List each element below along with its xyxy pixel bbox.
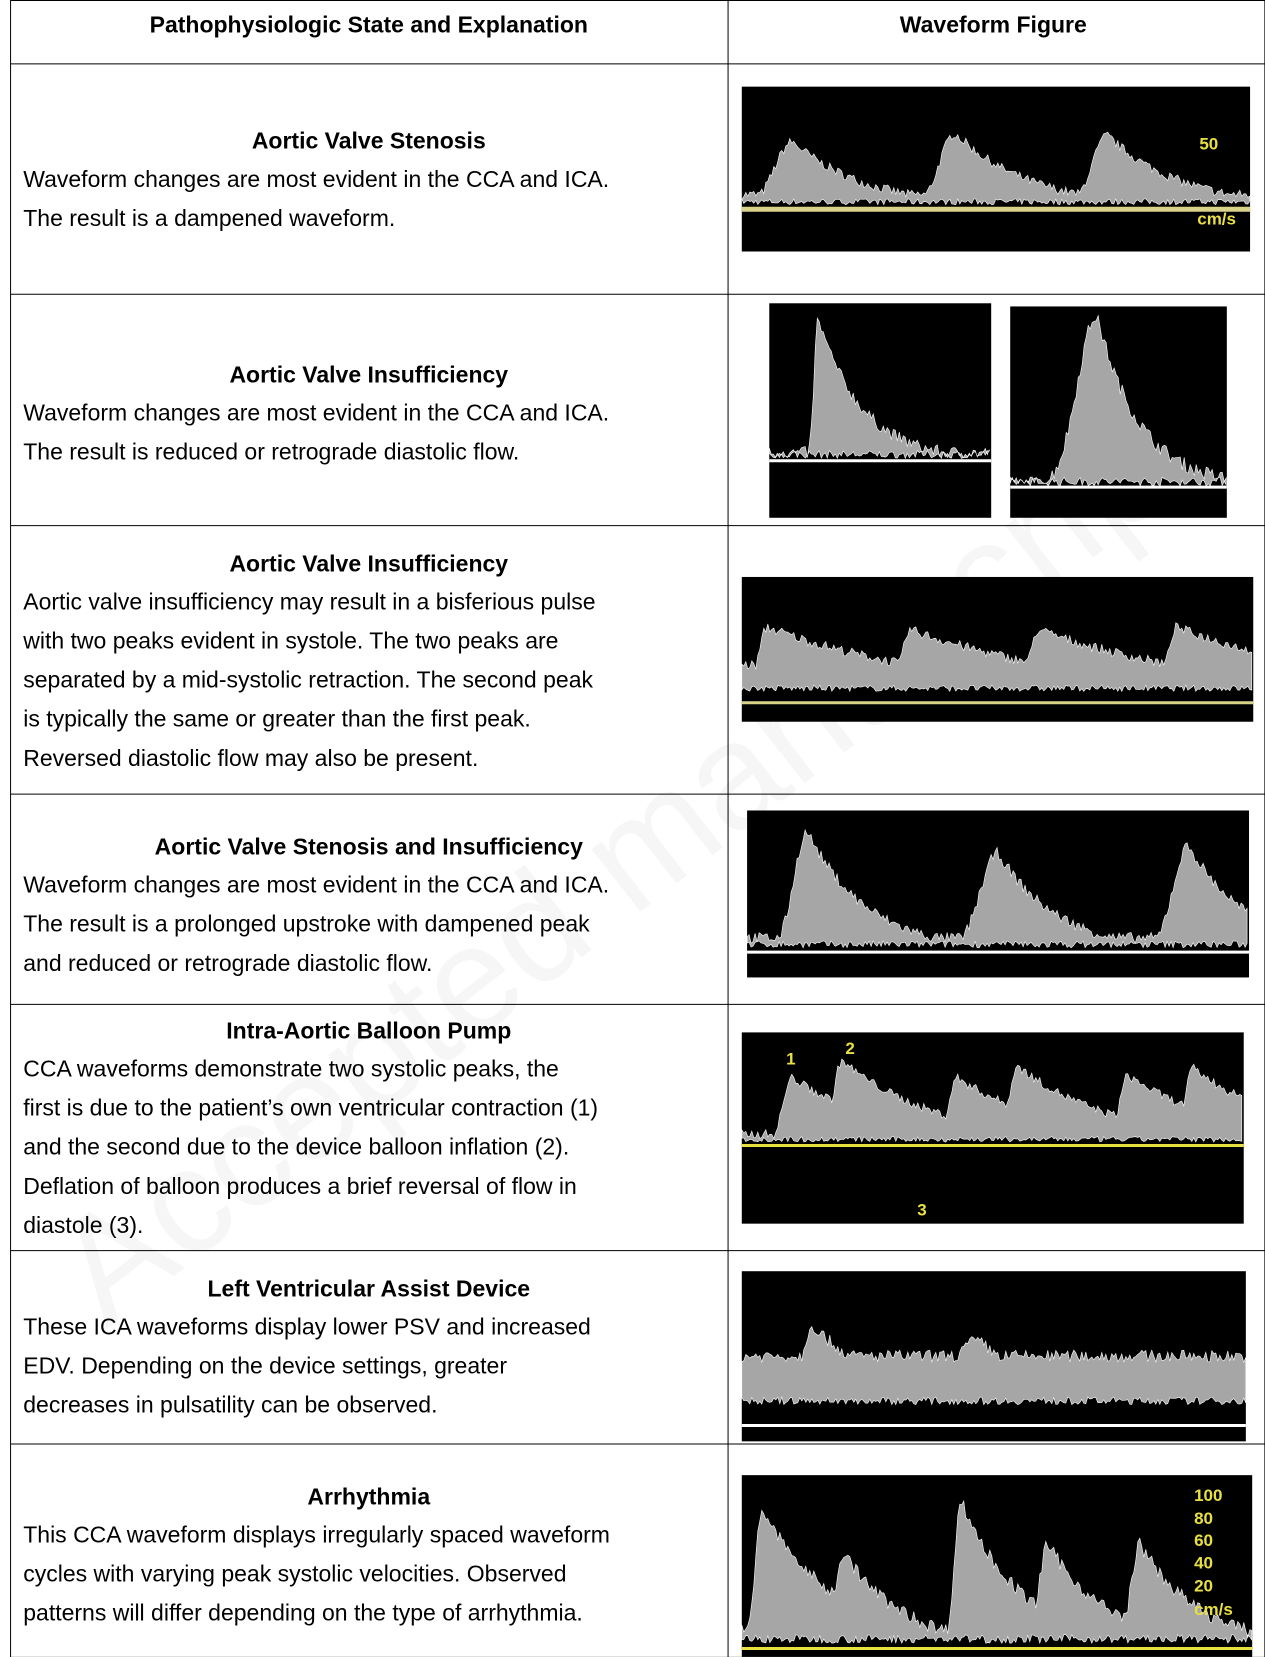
figure-label: cm/s: [1194, 1600, 1233, 1619]
row-text: CCA waveforms demonstrate two systolic p…: [23, 1056, 559, 1082]
waveform-trace: [741, 622, 1253, 693]
row-text: EDV. Depending on the device settings, g…: [23, 1352, 507, 1378]
column-header: Waveform Figure: [900, 11, 1087, 37]
figure-label: 40: [1194, 1553, 1213, 1572]
row-text: and the second due to the device balloon…: [23, 1134, 569, 1160]
row-text: decreases in pulsatility can be observed…: [23, 1392, 437, 1418]
row-text: The result is a dampened waveform.: [23, 205, 395, 231]
row-title: Intra-Aortic Balloon Pump: [226, 1017, 511, 1043]
row-title: Aortic Valve Insufficiency: [229, 361, 508, 387]
figure-label: 100: [1194, 1486, 1222, 1505]
figure-label: 2: [845, 1039, 854, 1058]
waveform-trace: [741, 131, 1251, 206]
row-text: Waveform changes are most evident in the…: [23, 166, 609, 192]
row-title: Arrhythmia: [307, 1483, 430, 1509]
row-text: Aortic valve insufficiency may result in…: [23, 588, 595, 614]
row-text: Waveform changes are most evident in the…: [23, 399, 609, 425]
row-text: is typically the same or greater than th…: [23, 706, 531, 732]
figure-label: 20: [1194, 1577, 1213, 1596]
figure-label: cm/s: [1197, 209, 1236, 228]
row-text: The result is reduced or retrograde dias…: [23, 438, 519, 464]
figure-label: 1: [786, 1049, 795, 1068]
figure-label: 50: [1199, 134, 1218, 153]
waveform-trace: [1009, 314, 1227, 487]
row-text: patterns will differ depending on the ty…: [23, 1600, 583, 1626]
waveform-image: [769, 303, 992, 518]
row-text: and reduced or retrograde diastolic flow…: [23, 950, 432, 976]
waveform-trace: [768, 317, 990, 460]
waveform-trace: [741, 1058, 1243, 1143]
row-text: Reversed diastolic flow may also be pres…: [23, 745, 478, 771]
row-title: Aortic Valve Insufficiency: [229, 550, 508, 576]
row-text: cycles with varying peak systolic veloci…: [23, 1561, 566, 1587]
waveform-trace: [741, 1325, 1247, 1406]
row-text: first is due to the patient’s own ventri…: [23, 1095, 598, 1121]
row-text: These ICA waveforms display lower PSV an…: [23, 1313, 591, 1339]
waveform-trace: [741, 1500, 1253, 1645]
figure-label: 80: [1194, 1509, 1213, 1528]
row-title: Aortic Valve Stenosis: [252, 128, 486, 154]
row-text: This CCA waveform displays irregularly s…: [23, 1522, 610, 1548]
figure-label: 60: [1194, 1531, 1213, 1550]
column-header: Pathophysiologic State and Explanation: [150, 11, 588, 37]
figure-label: 3: [917, 1200, 926, 1219]
row-text: separated by a mid-systolic retraction. …: [23, 667, 593, 693]
row-text: The result is a prolonged upstroke with …: [23, 911, 590, 937]
row-text: diastole (3).: [23, 1212, 143, 1238]
row-text: with two peaks evident in systole. The t…: [22, 628, 558, 654]
row-text: Deflation of balloon produces a brief re…: [23, 1173, 577, 1199]
row-title: Aortic Valve Stenosis and Insufficiency: [155, 834, 583, 860]
waveform-trace: [746, 828, 1248, 949]
row-title: Left Ventricular Assist Device: [208, 1275, 531, 1301]
row-text: Waveform changes are most evident in the…: [23, 872, 609, 898]
